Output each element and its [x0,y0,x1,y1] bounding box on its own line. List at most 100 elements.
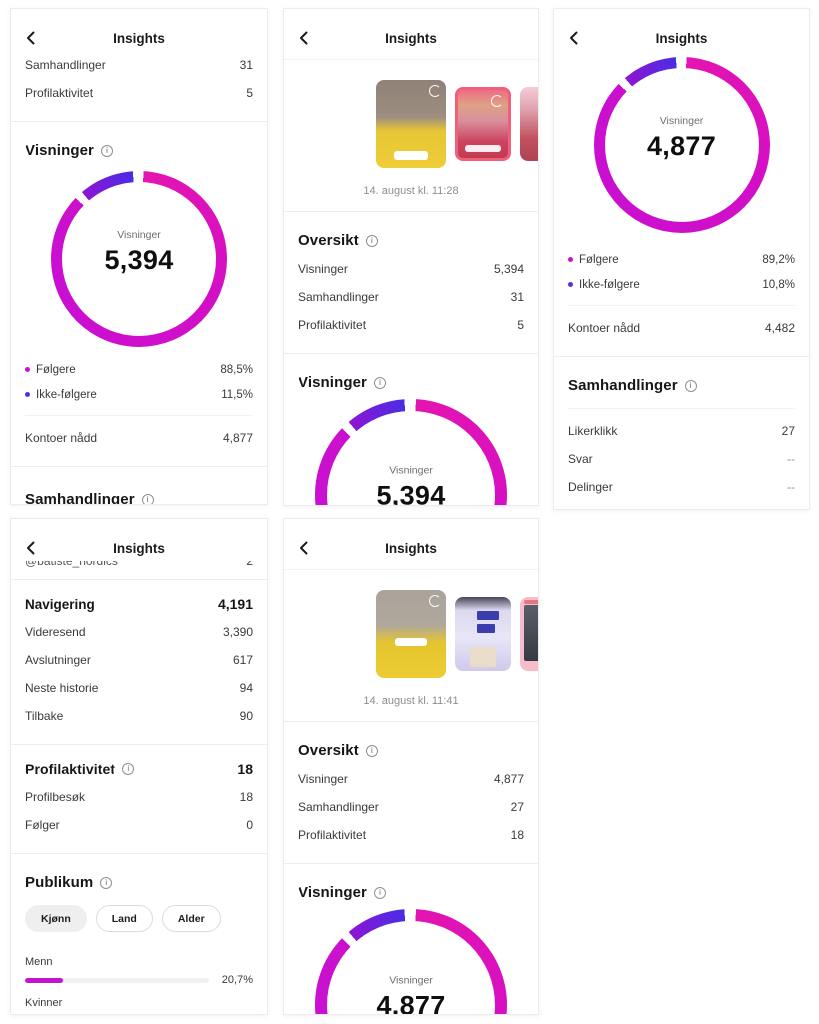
legend-row: Følgere 89,2% [568,247,795,272]
donut-center: Visninger 4,877 [315,901,507,1014]
loading-spinner-icon [491,95,503,107]
story-sticker [395,638,427,646]
metric-label: Tilbake [25,709,64,723]
metric-label: Avslutninger [25,653,91,667]
metric-value: 31 [510,290,524,304]
legend-label: Ikke-følgere [579,278,640,291]
metric-row: Delinger -- [568,473,795,501]
clipped-row: @batiste_nordics 2 [25,561,253,571]
metric-label: Kontoer nådd [25,431,98,445]
metric-value: 90 [239,709,253,723]
donut-value: 5,394 [376,479,446,506]
legend-row: Ikke-følgere 11,5% [25,382,253,407]
insights-panel-story1-metrics: Insights Samhandlinger 31 Profilaktivite… [10,8,268,505]
tab-land[interactable]: Land [95,905,153,932]
metric-value: 5,394 [493,262,524,276]
donut-label: Visninger [389,973,433,986]
section-heading-visninger: Visninger i [298,374,524,391]
back-button[interactable] [566,28,588,48]
metric-label: Svar [568,452,593,466]
donut-label: Visninger [389,463,433,476]
metric-label: Neste historie [25,681,99,695]
back-button[interactable] [296,538,318,558]
legend-value: 89,2% [762,253,795,266]
metric-row: Profilbesøk 18 [25,783,253,811]
metric-row: Profilaktivitet 5 [298,311,524,339]
donut-label: Visninger [659,114,704,127]
metric-row: Samhandlinger 31 [298,283,524,311]
bar-label: Menn [25,956,53,968]
views-donut-chart: Visninger 4,877 [593,57,770,233]
gender-bar-men: Menn 20,7% [25,956,253,986]
section-heading-samhandlinger: Samhandlinger i [568,377,795,394]
legend-value: 10,8% [762,278,795,291]
audience-tabs: Kjønn Land Alder [25,905,253,932]
info-icon[interactable]: i [373,376,386,389]
info-icon[interactable]: i [684,379,697,392]
info-icon[interactable]: i [141,493,154,504]
story-thumbnail-3[interactable] [520,597,538,671]
views-donut-chart: Visninger 5,394 [51,171,227,347]
back-button[interactable] [296,28,318,48]
metric-label: Videresend [25,625,86,639]
metric-row: Videresend 3,390 [25,618,253,646]
metric-label: Følger [25,818,60,832]
metric-row: Følger 0 [25,811,253,839]
section-divider [554,356,809,357]
metric-value: 18 [239,790,253,804]
story-thumbnail-1[interactable] [376,590,446,678]
section-divider [284,211,538,212]
info-icon[interactable]: i [100,876,113,889]
story-thumbnail-2[interactable] [455,87,511,161]
followers-dot-icon [568,257,573,262]
metric-value: 4,877 [222,431,253,445]
donut-value: 4,877 [646,130,717,161]
page-title: Insights [655,30,708,46]
info-icon[interactable]: i [365,744,378,757]
info-icon[interactable]: i [100,144,113,157]
insights-panel-story2-overview: Insights 14. august kl. 11:41 Oversikt i… [283,518,539,1015]
story-timestamp: 14. august kl. 11:41 [363,695,459,707]
tab-kjonn[interactable]: Kjønn [25,905,87,932]
section-heading-oversikt: Oversikt i [298,232,524,249]
heading-value: 4,191 [217,596,253,612]
back-button[interactable] [23,538,45,558]
divider [284,59,538,60]
metric-label: Samhandlinger [25,58,106,72]
divider [284,569,538,570]
bar-track [25,977,209,983]
donut-value: 5,394 [104,244,174,275]
story-thumbnail-2[interactable] [455,597,511,671]
metric-value: 4,482 [764,321,795,335]
section-divider [11,853,267,854]
metric-label: Delinger [568,480,613,494]
info-icon[interactable]: i [365,234,378,247]
legend-value: 11,5% [221,388,253,401]
metric-value: -- [787,480,795,494]
tab-alder[interactable]: Alder [161,905,221,932]
section-heading-oversikt: Oversikt i [298,742,524,759]
gender-bar-women: Kvinner 79,3% [25,997,253,1014]
metric-row: Samhandlinger 27 [298,793,524,821]
bar-value: 20,7% [221,974,253,986]
info-icon[interactable]: i [122,763,135,775]
metric-value: 18 [510,828,524,842]
metric-row: Visninger 5,394 [298,255,524,283]
metric-value: 27 [510,800,524,814]
story-thumbnail-3[interactable] [520,87,538,161]
info-icon[interactable]: i [373,886,386,899]
metric-row: Samhandlinger 31 [25,51,253,79]
insights-panel-story2-navigation: Insights @batiste_nordics 2 Navigering 4… [10,518,268,1015]
legend-value: 88,5% [220,363,253,376]
back-button[interactable] [23,28,45,48]
views-donut-chart-partial: Visninger 4,877 [315,909,507,1014]
bar-fill [25,977,64,983]
metric-row: Avslutninger 617 [25,646,253,674]
metric-label: Profilaktivitet [298,828,367,842]
divider [568,305,795,306]
donut-center: Visninger 5,394 [51,164,227,340]
metric-label: Likerklikk [568,424,618,438]
story-thumbnail-1[interactable] [376,80,446,168]
section-divider [284,721,538,722]
